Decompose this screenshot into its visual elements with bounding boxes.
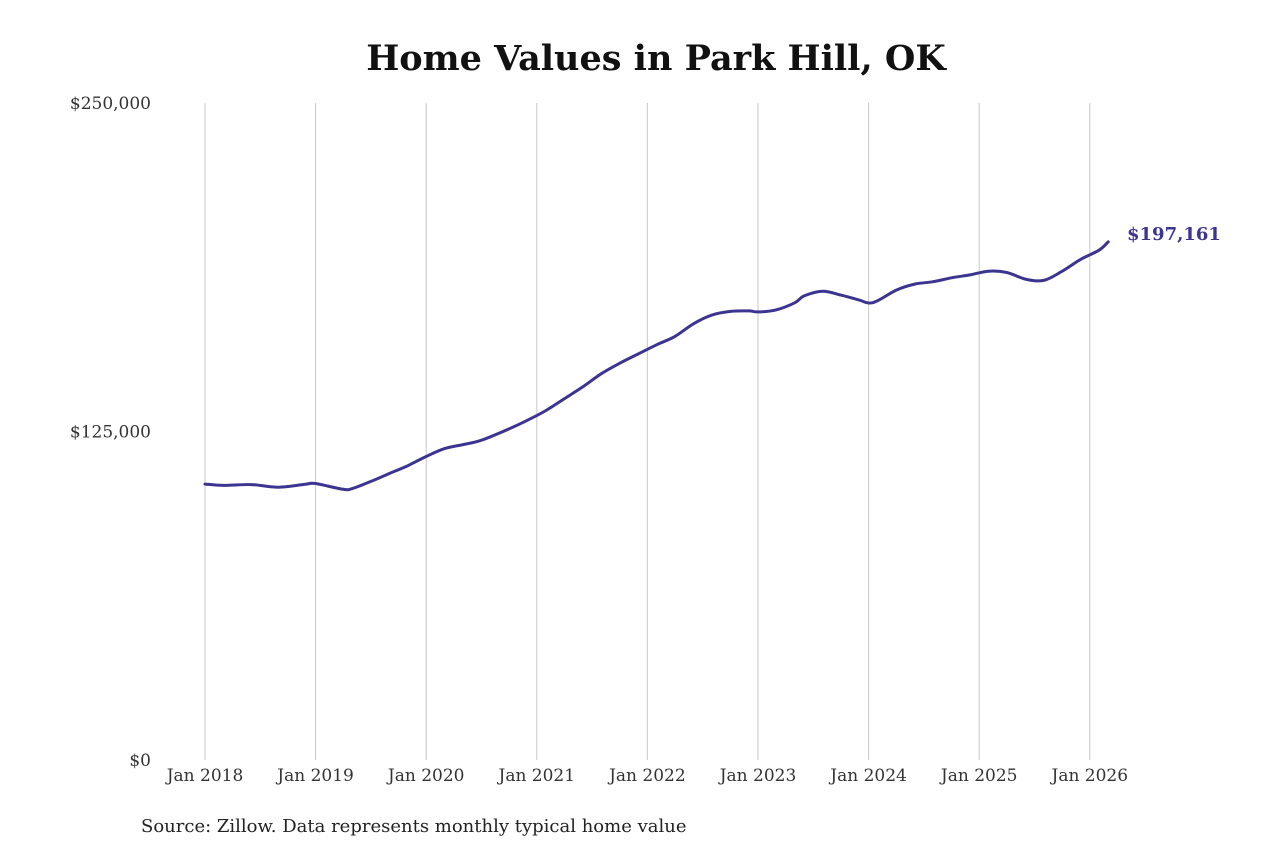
x-axis-ticks: Jan 2018 Jan 2019 Jan 2020 Jan 2021 Jan 2022… [165, 766, 1128, 786]
y-tick-label: $250,000 [70, 94, 151, 114]
y-tick-label: $0 [129, 751, 151, 771]
y-axis-ticks: $0 $125,000 $250,000 [70, 94, 151, 771]
x-tick-label: Jan 2018 [165, 766, 244, 786]
x-tick-label: Jan 2023 [718, 766, 797, 786]
x-tick-label: Jan 2019 [275, 766, 354, 786]
chart-title: Home Values in Park Hill, OK [366, 38, 946, 79]
grid-lines [204, 103, 1091, 760]
y-tick-label: $125,000 [70, 423, 151, 443]
x-tick-label: Jan 2026 [1050, 766, 1129, 786]
series-line [203, 240, 1110, 492]
x-tick-label: Jan 2021 [497, 766, 576, 786]
series-layer [203, 240, 1110, 492]
x-tick-label: Jan 2022 [607, 766, 686, 786]
x-tick-label: Jan 2025 [939, 766, 1018, 786]
source-note: Source: Zillow. Data represents monthly … [141, 816, 687, 837]
end-value-label: $197,161 [1127, 224, 1221, 245]
x-tick-label: Jan 2024 [828, 766, 907, 786]
x-tick-label: Jan 2020 [386, 766, 465, 786]
